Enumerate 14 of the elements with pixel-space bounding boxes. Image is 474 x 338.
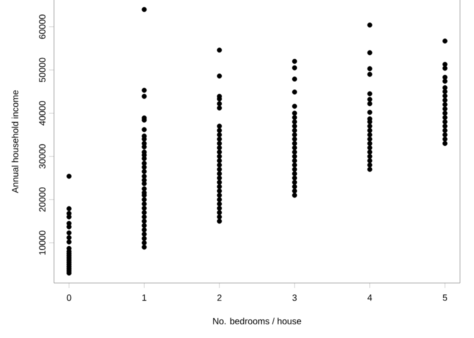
y-tick-label: 60000 [39, 14, 46, 39]
x-tick-label: 3 [292, 294, 297, 301]
y-tick-label: 10000 [39, 230, 46, 255]
y-tick-label: 30000 [39, 144, 46, 169]
y-axis-title: Annual household income [12, 90, 18, 194]
x-axis-title: No. bedrooms / house [213, 318, 302, 324]
x-tick-label: 1 [142, 294, 146, 301]
y-tick-label: 20000 [39, 187, 46, 212]
y-tick-label: 40000 [39, 101, 46, 126]
y-tick-label: 50000 [39, 58, 46, 82]
x-tick-label: 2 [217, 294, 222, 301]
x-tick-label: 0 [66, 294, 72, 301]
x-tick-label: 5 [442, 294, 448, 301]
x-tick-label: 4 [367, 294, 372, 301]
